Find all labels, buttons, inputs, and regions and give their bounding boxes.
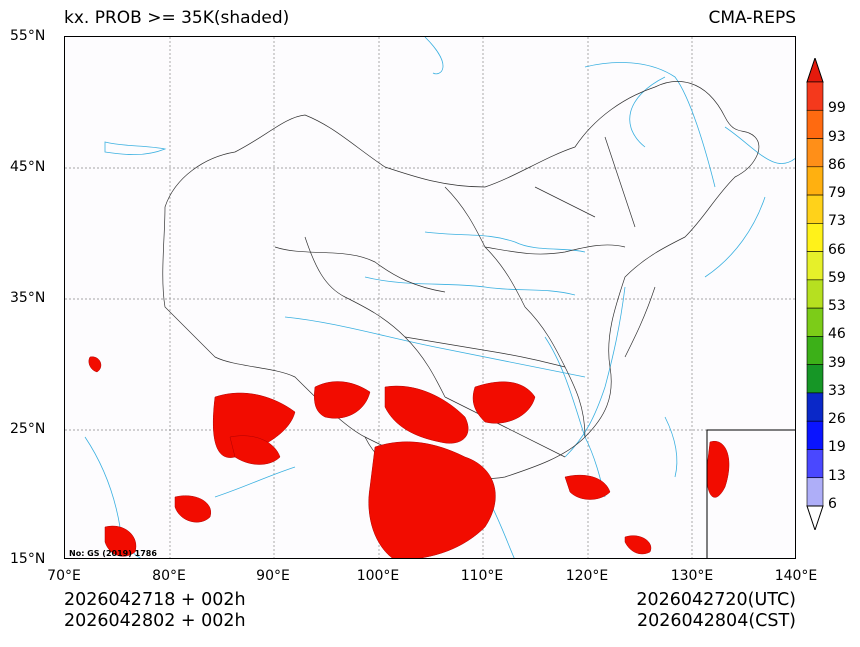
colorbar-under-arrow [806, 505, 824, 530]
colorbar-bin-13 [806, 449, 824, 479]
colorbar-bin-86 [806, 138, 824, 168]
lat-label-35: 35°N [10, 290, 46, 306]
colorbar [806, 58, 824, 530]
colorbar-label-86: 86 [828, 156, 846, 173]
colorbar-bin-93 [806, 109, 824, 139]
lon-label-130: 130°E [670, 568, 714, 584]
lat-label-55: 55°N [10, 28, 46, 44]
lon-label-120: 120°E [565, 568, 609, 584]
colorbar-label-66: 66 [828, 241, 846, 258]
colorbar-bins [806, 81, 824, 507]
map-panel[interactable]: No: GS (2019) 1786 [64, 36, 796, 559]
colorbar-bin-59 [806, 251, 824, 281]
footer-valid-time: 2026042720(UTC) 2026042804(CST) [636, 590, 796, 632]
colorbar-label-6: 6 [828, 496, 837, 512]
colorbar-label-73: 73 [828, 213, 846, 230]
inset-frame [706, 429, 795, 558]
colorbar-label-59: 59 [828, 269, 846, 286]
lat-label-25: 25°N [10, 421, 46, 437]
colorbar-bin-6 [806, 477, 824, 507]
shade-region-small-1 [88, 356, 102, 373]
colorbar-bin-66 [806, 223, 824, 252]
footer-init-cst: 2026042802 + 002h [64, 611, 246, 631]
shade-region-india-south [104, 525, 137, 557]
shade-region-philippines [564, 474, 611, 500]
colorbar-bin-33 [806, 364, 824, 394]
shade-region-sichuan [384, 385, 469, 444]
rivers-coastlines [84, 37, 795, 558]
lon-label-110: 110°E [460, 568, 504, 584]
colorbar-label-26: 26 [828, 411, 846, 428]
shade-region-pacific [624, 535, 652, 555]
lon-label-70: 70°E [47, 568, 81, 584]
map-svg: No: GS (2019) 1786 [65, 37, 795, 558]
chart-title-left: kx. PROB >= 35K(shaded) [64, 8, 290, 28]
colorbar-bin-73 [806, 194, 824, 224]
colorbar-label-53: 53 [828, 298, 846, 315]
colorbar-label-33: 33 [828, 382, 846, 399]
colorbar-label-99: 99 [828, 100, 846, 117]
shade-region-yunnan [368, 441, 496, 558]
shade-region-india-east [174, 495, 211, 523]
footer-valid-cst: 2026042804(CST) [636, 611, 796, 631]
colorbar-bin-26 [806, 392, 824, 422]
colorbar-bin-79 [806, 166, 824, 196]
shade-region-tibet-east [314, 381, 371, 419]
footer-init-utc: 2026042718 + 002h [64, 590, 246, 610]
lat-label-45: 45°N [10, 159, 46, 175]
lon-label-100: 100°E [356, 568, 400, 584]
colorbar-label-46: 46 [828, 326, 846, 343]
colorbar-label-79: 79 [828, 185, 846, 202]
footer-valid-utc: 2026042720(UTC) [636, 590, 796, 610]
shade-region-bangladesh [229, 435, 281, 465]
footer-init-time: 2026042718 + 002h 2026042802 + 002h [64, 590, 246, 632]
colorbar-bin-53 [806, 279, 824, 309]
lon-label-80: 80°E [152, 568, 186, 584]
lon-label-140: 140°E [774, 568, 818, 584]
lat-label-15: 15°N [10, 551, 46, 567]
lon-label-90: 90°E [256, 568, 290, 584]
colorbar-bin-39 [806, 336, 824, 365]
chart-title-right: CMA-REPS [708, 8, 796, 28]
probability-shading [88, 356, 730, 558]
colorbar-label-93: 93 [828, 128, 846, 145]
colorbar-label-19: 19 [828, 439, 846, 456]
colorbar-label-39: 39 [828, 354, 846, 371]
colorbar-over-arrow [806, 58, 824, 83]
colorbar-bin-19 [806, 420, 824, 450]
colorbar-label-13: 13 [828, 467, 846, 484]
colorbar-bin-46 [806, 307, 824, 337]
colorbar-bin-99 [806, 81, 824, 111]
map-watermark: No: GS (2019) 1786 [69, 549, 157, 558]
shade-region-hunan [472, 381, 536, 424]
shade-region-inset [706, 440, 730, 498]
